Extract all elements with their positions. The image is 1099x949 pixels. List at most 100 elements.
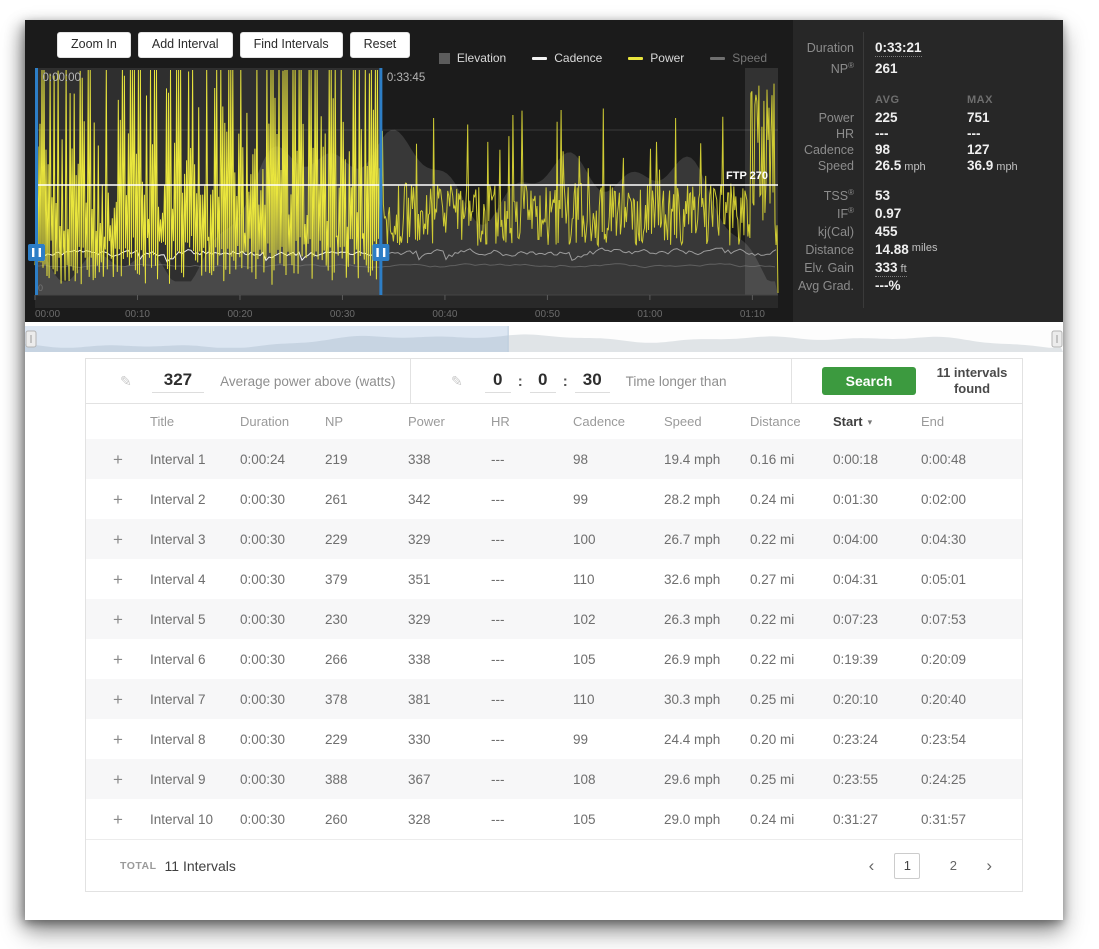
cadence-line-dim — [379, 247, 777, 261]
cell-title: Interval 2 — [150, 491, 206, 507]
stat-label-if: IF® — [836, 206, 854, 222]
column-header-distance[interactable]: Distance — [750, 414, 801, 429]
cell-speed: 29.0 mph — [664, 811, 721, 827]
time-hours-input[interactable]: 0 — [484, 370, 511, 393]
time-separator: : — [517, 372, 523, 390]
pause-handle-icon[interactable] — [28, 244, 45, 261]
chart-legend: Elevation Cadence Power Speed — [438, 51, 767, 65]
expand-interval-button[interactable]: + — [113, 449, 123, 469]
expand-interval-button[interactable]: + — [113, 729, 123, 749]
cell-np: 260 — [325, 811, 348, 827]
column-header-np[interactable]: NP — [325, 414, 344, 429]
stat-unit: mph — [996, 161, 1018, 173]
cell-duration: 0:00:30 — [240, 771, 286, 787]
search-section: Search 11 intervals found — [792, 359, 1022, 403]
pause-handle-icon[interactable] — [372, 244, 390, 261]
table-row[interactable]: + Interval 4 0:00:30 379 351 --- 110 32.6 mph 0.… — [86, 559, 1022, 599]
time-minutes-input[interactable]: 0 — [529, 370, 556, 393]
x-tick-label: 00:50 — [535, 309, 560, 320]
cell-speed: 32.6 mph — [664, 571, 721, 587]
stat-max-power: 751 — [967, 110, 990, 125]
edit-pencil-icon[interactable]: ✎ — [451, 372, 463, 389]
cell-cadence: 98 — [573, 451, 589, 467]
x-axis-strip — [35, 295, 778, 308]
stat-row-duration: Duration 0:33:21 — [793, 40, 1063, 61]
stat-label-avg-grad: Avg Grad. — [797, 279, 854, 293]
table-row[interactable]: + Interval 10 0:00:30 260 328 --- 105 29.0 mph 0… — [86, 799, 1022, 839]
column-header-cadence[interactable]: Cadence — [573, 414, 626, 429]
legend-label: Cadence — [554, 51, 603, 65]
cell-title: Interval 8 — [150, 731, 206, 747]
table-row[interactable]: + Interval 7 0:00:30 378 381 --- 110 30.3 mph 0.… — [86, 679, 1022, 719]
expand-interval-button[interactable]: + — [113, 529, 123, 549]
expand-interval-button[interactable]: + — [113, 649, 123, 669]
table-row[interactable]: + Interval 9 0:00:30 388 367 --- 108 29.6 mph 0.… — [86, 759, 1022, 799]
cell-cadence: 100 — [573, 531, 596, 547]
cell-distance: 0.22 mi — [750, 651, 795, 667]
cell-distance: 0.16 mi — [750, 451, 795, 467]
cell-np: 229 — [325, 731, 348, 747]
power-threshold-input[interactable]: 327 — [151, 370, 205, 393]
legend-label: Power — [650, 51, 685, 65]
selection-start-marker[interactable]: 0:00:00 — [28, 68, 81, 295]
cell-distance: 0.27 mi — [750, 571, 795, 587]
legend-item-cadence[interactable]: Cadence — [532, 51, 602, 65]
cell-title: Interval 1 — [150, 451, 206, 467]
cell-duration: 0:00:30 — [240, 531, 286, 547]
column-header-speed[interactable]: Speed — [664, 414, 702, 429]
table-row[interactable]: + Interval 1 0:00:24 219 338 --- 98 19.4 mph 0.1… — [86, 439, 1022, 479]
expand-interval-button[interactable]: + — [113, 689, 123, 709]
column-header-power[interactable]: Power — [408, 414, 445, 429]
cell-distance: 0.20 mi — [750, 731, 795, 747]
minimap-handle-left[interactable] — [25, 330, 37, 348]
stat-value-elv-gain[interactable]: 333 ft — [875, 260, 907, 277]
toolbar-button-zoom-in[interactable]: Zoom In — [57, 32, 131, 58]
table-header-row: Title Duration NP Power HR Cadence Speed Distan… — [86, 404, 1022, 439]
cadence-swatch-icon — [532, 56, 548, 60]
expand-interval-button[interactable]: + — [113, 489, 123, 509]
cell-power: 329 — [408, 531, 431, 547]
page-number-2[interactable]: 2 — [949, 858, 957, 873]
stat-value-duration[interactable]: 0:33:21 — [875, 40, 922, 57]
expand-interval-button[interactable]: + — [113, 569, 123, 589]
expand-interval-button[interactable]: + — [113, 769, 123, 789]
page-number-1[interactable]: 1 — [894, 852, 921, 879]
minimap-selection-region[interactable] — [25, 326, 509, 352]
table-row[interactable]: + Interval 2 0:00:30 261 342 --- 99 28.2 mph 0.2… — [86, 479, 1022, 519]
table-row[interactable]: + Interval 3 0:00:30 229 329 --- 100 26.7 mph 0.… — [86, 519, 1022, 559]
expand-interval-button[interactable]: + — [113, 609, 123, 629]
toolbar-button-add-interval[interactable]: Add Interval — [137, 32, 233, 58]
cell-speed: 24.4 mph — [664, 731, 721, 747]
legend-item-speed[interactable]: Speed — [710, 51, 767, 65]
stat-avg-power: 225 — [875, 110, 898, 125]
page-prev-chevron-icon[interactable]: ‹ — [868, 856, 875, 875]
cell-end: 0:00:48 — [921, 451, 967, 467]
legend-item-power[interactable]: Power — [628, 51, 684, 65]
column-header-end[interactable]: End — [921, 414, 945, 429]
cell-title: Interval 5 — [150, 611, 206, 627]
table-row[interactable]: + Interval 5 0:00:30 230 329 --- 102 26.3 mph 0.… — [86, 599, 1022, 639]
search-button[interactable]: Search — [822, 367, 916, 395]
intervals-found-text: 11 intervals found — [936, 364, 1008, 396]
table-row[interactable]: + Interval 8 0:00:30 229 330 --- 99 24.4 mph 0.2… — [86, 719, 1022, 759]
column-header-duration[interactable]: Duration — [240, 414, 290, 429]
page-next-chevron-icon[interactable]: › — [986, 856, 992, 875]
table-row[interactable]: + Interval 6 0:00:30 266 338 --- 105 26.9 mph 0.… — [86, 639, 1022, 679]
edit-pencil-icon[interactable]: ✎ — [120, 372, 132, 389]
minimap-scrubber[interactable] — [25, 326, 1063, 352]
toolbar-button-reset[interactable]: Reset — [349, 32, 411, 58]
selection-end-marker[interactable]: 0:33:45 — [372, 68, 425, 295]
cell-duration: 0:00:24 — [240, 451, 286, 467]
stat-label-distance: Distance — [805, 243, 854, 257]
column-header-title[interactable]: Title — [150, 414, 175, 429]
column-header-start[interactable]: Start ▾ — [833, 414, 873, 429]
stat-row-kj-cal: kj(Cal) 455 — [793, 224, 1063, 242]
marker-time-label: 0:00:00 — [43, 72, 81, 84]
minimap-handle-right[interactable] — [1051, 330, 1063, 348]
toolbar-button-find-intervals[interactable]: Find Intervals — [239, 32, 343, 58]
time-seconds-input[interactable]: 30 — [574, 370, 610, 393]
stat-label-duration: Duration — [806, 41, 854, 55]
column-header-hr[interactable]: HR — [491, 414, 510, 429]
expand-interval-button[interactable]: + — [113, 809, 123, 829]
legend-item-elevation[interactable]: Elevation — [438, 51, 506, 65]
